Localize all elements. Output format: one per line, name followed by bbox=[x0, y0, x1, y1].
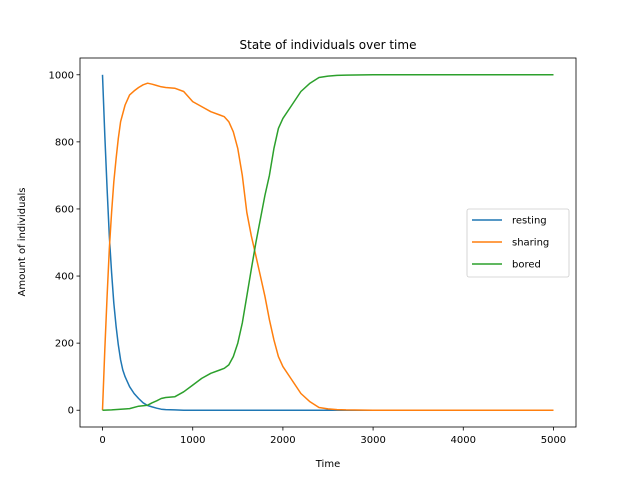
y-axis-label: Amount of individuals bbox=[17, 187, 28, 296]
y-tick-label: 800 bbox=[55, 137, 74, 148]
series-line-bored bbox=[102, 74, 554, 411]
y-tick-label: 600 bbox=[55, 204, 74, 215]
x-axis-label: Time bbox=[315, 459, 340, 470]
x-tick-label: 5000 bbox=[541, 435, 566, 446]
x-tick-label: 4000 bbox=[451, 435, 476, 446]
series-line-resting bbox=[101, 74, 554, 411]
legend-label-sharing: sharing bbox=[512, 238, 549, 249]
legend-label-resting: resting bbox=[512, 216, 547, 227]
y-tick-label: 400 bbox=[55, 272, 74, 283]
x-tick-label: 3000 bbox=[360, 435, 385, 446]
y-tick-label: 200 bbox=[55, 339, 74, 350]
x-axis-ticks: 0 1000 2000 3000 4000 5000 bbox=[99, 427, 566, 446]
y-axis-ticks: 0 200 400 600 800 1000 bbox=[49, 70, 80, 417]
x-tick-label: 0 bbox=[99, 435, 105, 446]
plot-frame bbox=[79, 57, 577, 428]
chart-title: State of individuals over time bbox=[240, 38, 417, 52]
series-line-sharing bbox=[101, 82, 554, 411]
x-tick-label: 1000 bbox=[180, 435, 205, 446]
y-tick-label: 1000 bbox=[49, 70, 74, 81]
series-lines bbox=[101, 74, 554, 411]
legend: resting sharing bored bbox=[466, 208, 570, 278]
legend-box bbox=[466, 208, 570, 278]
legend-label-bored: bored bbox=[512, 260, 541, 271]
x-tick-label: 2000 bbox=[270, 435, 295, 446]
y-tick-label: 0 bbox=[68, 406, 74, 417]
